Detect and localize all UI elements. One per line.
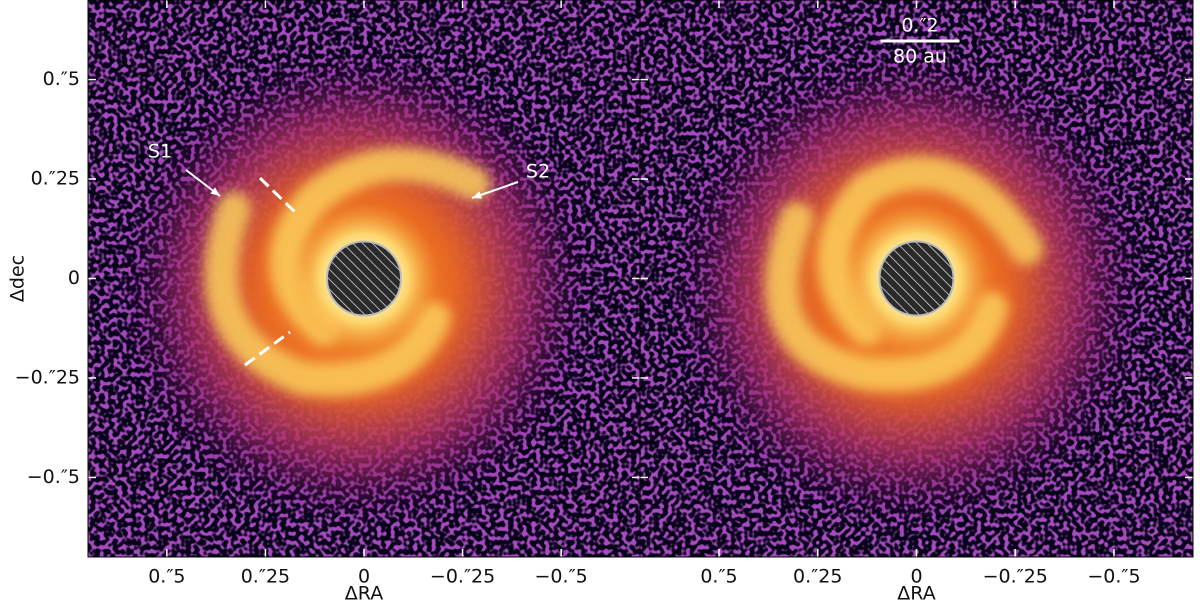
x-tick-label: −0.″25 [983,566,1048,588]
x-tick-label: 0 [358,566,370,588]
panel [640,0,1193,557]
x-tick-label: −0.″5 [535,566,588,588]
x-tick-label: 0.″5 [148,566,185,588]
y-tick-label: 0 [68,267,80,289]
spiral-arm [817,155,1044,346]
scale-bar-sublabel: 80 au [893,46,947,68]
y-tick-label: 0.″25 [31,168,80,190]
x-tick-label: 0.″25 [241,566,290,588]
y-tick-label: −0.″5 [27,466,80,488]
arrow-head [472,191,482,199]
annotation: S2 [526,161,550,183]
panel [88,0,640,557]
x-tick-label: −0.″25 [430,566,495,588]
y-axis-label: Δdec [7,255,29,302]
spiral-arm [204,191,451,397]
dashed-marker [258,176,300,217]
panel-frame [639,0,1194,558]
dashed-marker [244,330,291,367]
arrow-head [210,187,220,196]
spiral-arm [764,201,1009,392]
y-tick-label: 0.″5 [43,68,80,90]
coronagraph-mask [326,240,402,317]
x-tick-label: 0.″25 [793,566,842,588]
x-tick-label: 0 [910,566,922,588]
x-axis-label: ΔRA [345,583,383,604]
coronagraph-mask [878,240,955,317]
x-axis-label: ΔRA [897,583,935,604]
x-tick-label: −0.″5 [1087,566,1140,588]
annotation: S1 [148,141,172,163]
y-tick-label: −0.″25 [15,366,80,388]
x-tick-label: 0.″5 [700,566,737,588]
scale-bar-label: 0.″2 [901,15,938,37]
